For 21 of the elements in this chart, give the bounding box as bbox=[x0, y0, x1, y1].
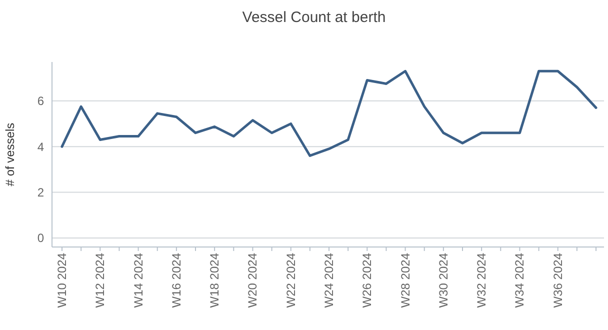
x-tick-label: W32 2024 bbox=[474, 252, 489, 308]
x-tick-label: W12 2024 bbox=[93, 252, 108, 308]
y-tick-label: 2 bbox=[37, 185, 44, 200]
x-tick-label: W28 2024 bbox=[398, 252, 412, 308]
x-tick-label: W16 2024 bbox=[169, 252, 184, 308]
y-axis-title: # of vessels bbox=[3, 122, 17, 186]
y-tick-label: 0 bbox=[37, 231, 44, 246]
x-tick-label: W36 2024 bbox=[550, 252, 565, 308]
x-tick-label: W30 2024 bbox=[436, 252, 450, 308]
x-tick-label: W24 2024 bbox=[322, 252, 336, 308]
x-tick-label: W20 2024 bbox=[246, 252, 260, 308]
x-tick-label: W10 2024 bbox=[55, 252, 69, 308]
chart-title: Vessel Count at berth bbox=[242, 9, 386, 26]
y-tick-label: 6 bbox=[37, 94, 44, 108]
x-tick-label: W14 2024 bbox=[131, 252, 146, 308]
line-series bbox=[60, 70, 598, 157]
x-tick-label: W26 2024 bbox=[360, 252, 374, 308]
x-tick-label: W22 2024 bbox=[284, 252, 298, 308]
y-tick-label: 4 bbox=[37, 140, 44, 154]
x-tick-label: W18 2024 bbox=[208, 252, 222, 308]
x-tick-label: W34 2024 bbox=[512, 252, 527, 308]
